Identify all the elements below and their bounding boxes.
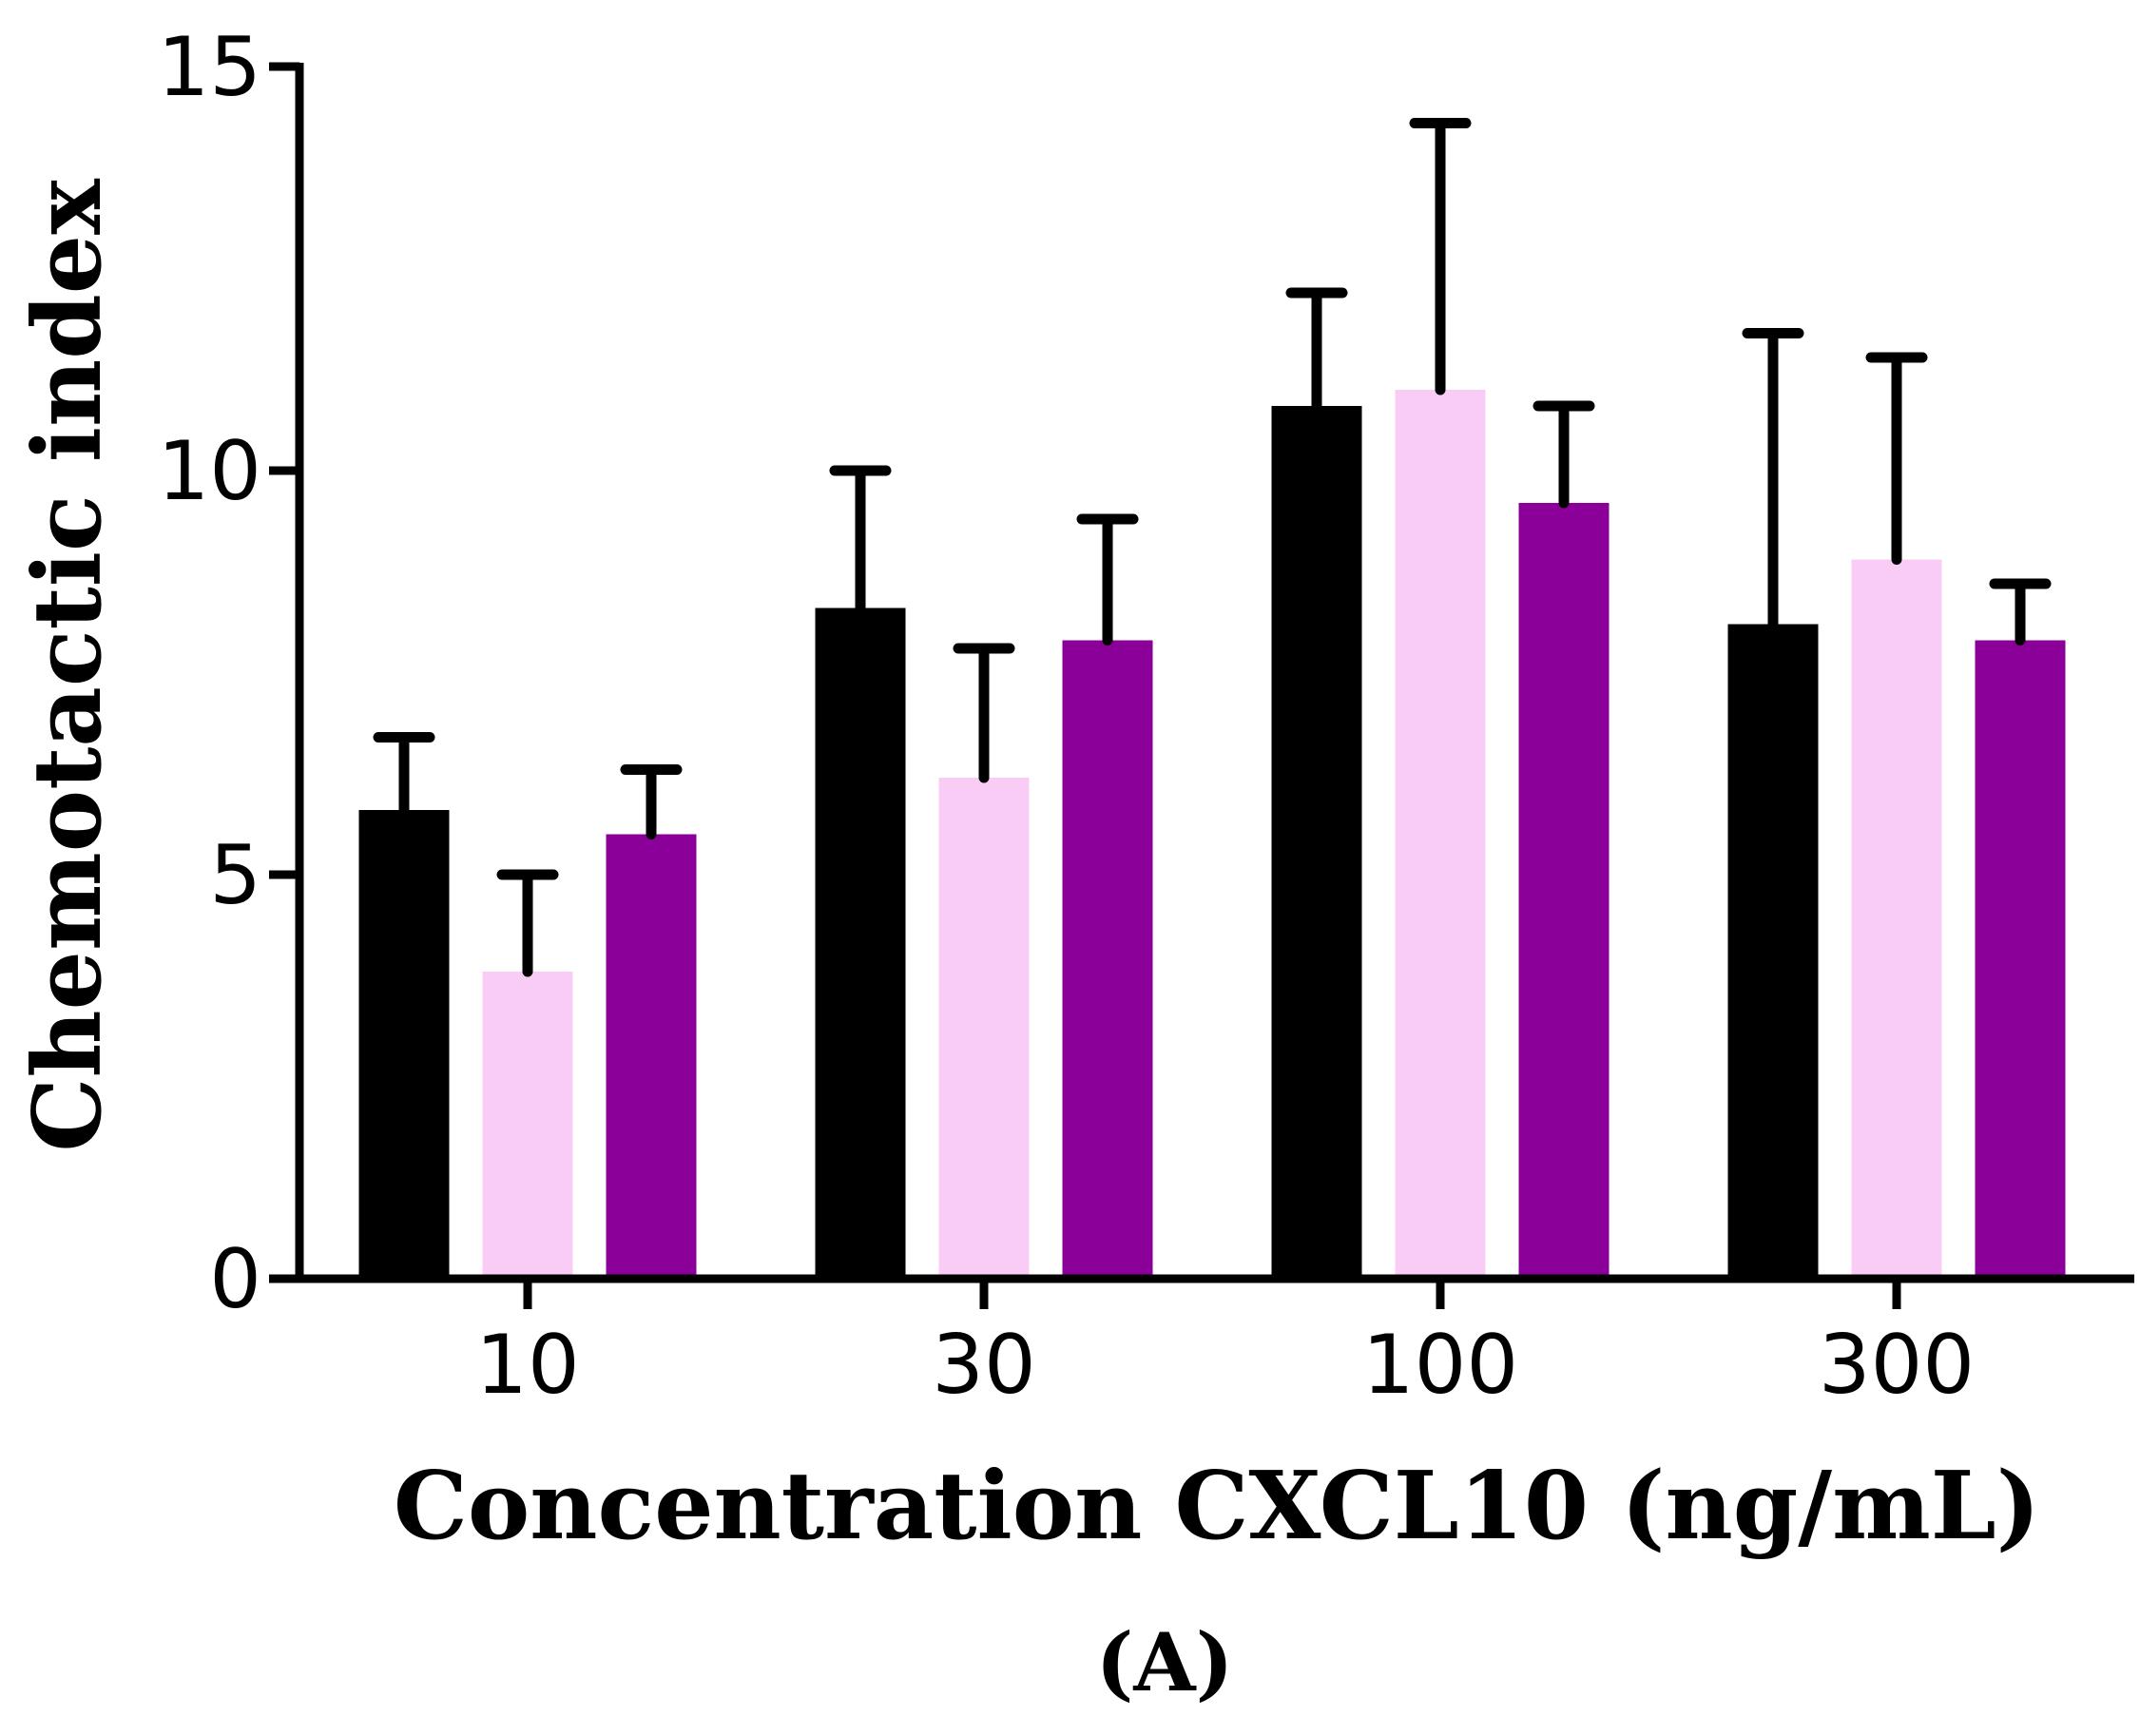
bar-series-1-30 (815, 608, 906, 1279)
bar-series-2-10 (482, 972, 573, 1279)
bar-series-2-300 (1851, 559, 1942, 1279)
x-tick-label-300: 300 (1819, 1318, 1975, 1413)
error-bars-layer (373, 118, 2052, 977)
y-tick-label-5: 5 (209, 828, 261, 923)
bar-series-2-30 (938, 778, 1030, 1279)
x-axis-title: Concentration CXCL10 (ng/mL) (394, 1452, 2040, 1561)
axes-layer (295, 63, 2134, 1283)
y-ticks: 0 5 10 15 (158, 20, 299, 1327)
bar-series-3-100 (1518, 503, 1610, 1279)
x-tick-label-10: 10 (475, 1318, 579, 1413)
bar-series-1-300 (1727, 624, 1819, 1279)
bar-series-1-10 (358, 810, 450, 1279)
bar-series-3-30 (1062, 640, 1153, 1279)
bar-series-3-10 (606, 834, 697, 1279)
y-tick-label-10: 10 (158, 424, 261, 519)
y-tick-label-0: 0 (209, 1232, 261, 1327)
panel-label: (A) (1096, 1615, 1234, 1709)
bar-series-1-100 (1271, 406, 1362, 1279)
x-tick-label-30: 30 (932, 1318, 1035, 1413)
bars-layer (358, 390, 2066, 1279)
bar-series-3-300 (1975, 640, 2066, 1279)
bar-series-2-100 (1395, 390, 1486, 1279)
y-axis-title: Chemotactic index (13, 178, 123, 1152)
x-ticks: 10 30 100 300 (475, 1279, 1975, 1413)
y-tick-label-15: 15 (158, 20, 261, 115)
x-tick-label-100: 100 (1362, 1318, 1518, 1413)
